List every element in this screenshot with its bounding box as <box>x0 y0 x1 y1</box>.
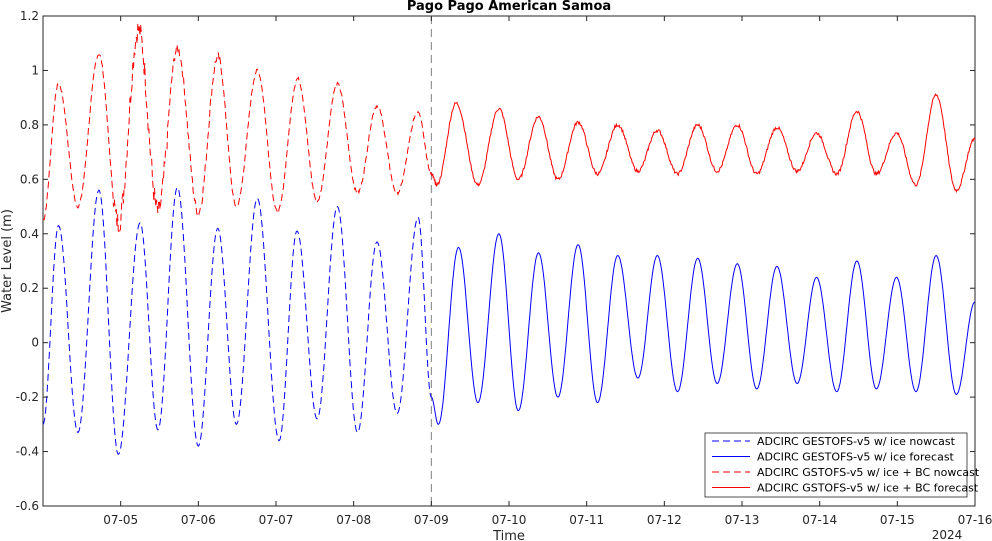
legend: ADCIRC GESTOFS-v5 w/ ice nowcast ADCIRC G… <box>704 432 980 498</box>
series-line-3 <box>430 93 976 194</box>
y-tick-label: 1.2 <box>20 9 39 23</box>
y-tick-label: 0.8 <box>20 118 39 132</box>
legend-box <box>704 432 968 498</box>
series-line-0 <box>42 186 432 456</box>
x-tick-label: 07-11 <box>569 513 604 527</box>
x-tick-label: 07-12 <box>647 513 682 527</box>
plot-area <box>42 15 976 507</box>
y-tick-label: 0.2 <box>20 281 39 295</box>
x-axis-year-label: 2024 <box>932 528 963 541</box>
legend-label-2: ADCIRC GSTOFS-v5 w/ ice + BC nowcast <box>757 466 980 479</box>
y-axis-title: Water Level (m) <box>0 209 15 313</box>
x-tick-label: 07-14 <box>802 513 837 527</box>
x-tick-label: 07-10 <box>492 513 527 527</box>
y-tick-label: -0.6 <box>16 499 39 513</box>
y-tick-label: 0.4 <box>20 227 39 241</box>
x-tick-label: 07-07 <box>259 513 294 527</box>
x-axis-title: Time <box>492 529 525 541</box>
series-line-2 <box>42 23 432 236</box>
y-tick-label: 0 <box>31 336 39 350</box>
x-tick-label: 07-09 <box>414 513 449 527</box>
x-tick-label: 07-06 <box>181 513 216 527</box>
chart-title: Pago Pago American Samoa <box>407 0 611 14</box>
x-tick-label: 07-05 <box>103 513 138 527</box>
y-tick-label: -0.4 <box>16 445 39 459</box>
x-tick-label: 07-15 <box>880 513 915 527</box>
legend-label-1: ADCIRC GESTOFS-v5 w/ ice forecast <box>757 451 955 464</box>
y-tick-label: 0.6 <box>20 172 39 186</box>
x-tick-label: 07-16 <box>958 513 992 527</box>
y-tick-label: 1 <box>31 63 39 77</box>
x-tick-label: 07-13 <box>725 513 760 527</box>
x-tick-label: 07-08 <box>336 513 371 527</box>
y-tick-label: -0.2 <box>16 390 39 404</box>
legend-label-3: ADCIRC GSTOFS-v5 w/ ice + BC forecast <box>757 482 979 495</box>
series-line-1 <box>431 233 976 425</box>
legend-label-0: ADCIRC GESTOFS-v5 w/ ice nowcast <box>757 435 956 448</box>
